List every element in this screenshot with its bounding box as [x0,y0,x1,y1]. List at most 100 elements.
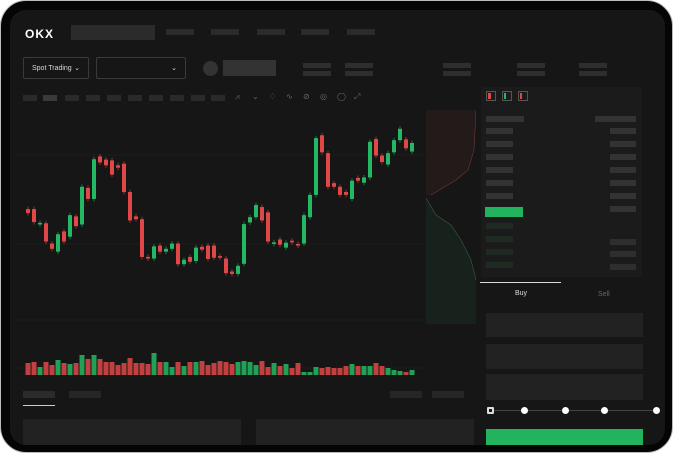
slider-step[interactable] [562,407,569,414]
candle [116,165,120,168]
market-type-dropdown[interactable]: Spot Trading ⌄ [23,57,89,79]
volume-bar [247,362,253,375]
volume-bar [349,364,355,375]
filter-button[interactable] [432,391,464,398]
buy-button[interactable] [486,429,643,445]
volume-bar [97,359,103,375]
timeframe-button[interactable] [128,95,142,101]
volume-bar [289,368,295,375]
ask-amount [610,206,636,212]
volume-bar [379,366,385,375]
price-input[interactable] [486,313,643,337]
nav-item[interactable] [257,29,285,35]
volume-bar [169,367,175,375]
bid-amount [610,264,636,270]
timeframe-button[interactable] [65,95,79,101]
ask-depth-line [430,110,476,196]
volume-bar [43,362,49,375]
indicator-icon[interactable]: ⌄ [252,92,259,101]
book-view-asks-icon[interactable] [518,91,528,101]
chevron-down-icon: ⌄ [74,65,80,72]
candlestick-chart[interactable] [16,110,426,376]
volume-bar [79,355,85,375]
slider-step[interactable] [521,407,528,414]
timeframe-button[interactable] [107,95,121,101]
drawing-icon[interactable]: ♢ [269,92,277,101]
timeframe-button[interactable] [86,95,100,101]
candle [368,141,372,178]
stat-label [579,63,607,68]
pair-dropdown[interactable]: ⌄ [96,57,186,79]
timeframe-button[interactable] [23,95,37,101]
volume-bar [187,362,193,375]
timeframe-button[interactable] [191,95,205,101]
slider-step[interactable] [601,407,608,414]
tab-underline [23,405,55,406]
bid-price [486,223,513,229]
settings-icon[interactable]: ◎ [320,92,327,101]
candle [146,256,150,259]
pair-price [223,60,276,76]
volume-bar [73,363,79,375]
candle [320,135,324,153]
volume-bar [31,362,37,375]
candle [296,243,300,246]
search-bar[interactable] [71,25,155,40]
nav-item[interactable] [166,29,194,35]
candle [176,243,180,265]
stat-value [579,71,607,76]
book-view-both-icon[interactable] [486,91,496,101]
nav-item[interactable] [347,29,375,35]
fullscreen-icon[interactable]: ⤢ [354,92,361,101]
tab-buy[interactable]: Buy [515,290,528,297]
volume-bar [373,363,379,375]
candle [56,234,60,252]
amount-slider[interactable] [487,407,660,414]
timeframe-button[interactable] [211,95,225,101]
timeframe-button[interactable] [149,95,163,101]
volume-bar [337,368,343,375]
candle [230,271,234,274]
timeframe-button[interactable] [43,95,57,101]
tab-open-orders[interactable] [23,391,55,398]
nav-item[interactable] [301,29,329,35]
volume-bar [241,361,247,375]
volume-bar [295,363,301,375]
stat-label [345,63,373,68]
timeframe-button[interactable] [170,95,184,101]
candle [350,180,354,199]
volume-bar [259,361,265,375]
ask-amount [610,167,636,173]
candle [338,186,342,195]
tab-order-history[interactable] [69,391,101,398]
slider-step[interactable] [653,407,660,414]
ask-amount [610,180,636,186]
total-input[interactable] [486,374,643,400]
volume-bar [133,363,139,375]
volume-bar [223,362,229,375]
filter-button[interactable] [390,391,422,398]
coin-icon [203,61,218,76]
candle [86,188,90,199]
slider-handle[interactable] [487,407,494,414]
nav-item[interactable] [211,29,239,35]
ask-amount [610,128,636,134]
volume-bar [37,367,43,375]
volume-bar [313,367,319,375]
pencil-icon[interactable]: ⊘ [303,92,310,101]
indicator-icon[interactable]: ⩘ [235,92,240,101]
volume-bar [157,362,163,375]
candle [98,156,102,163]
candle [26,209,30,214]
volume-bar [217,361,223,375]
screenshot-icon[interactable]: ◯ [337,92,346,101]
amount-input[interactable] [486,344,643,369]
book-header-amount [595,116,636,122]
book-view-bids-icon[interactable] [502,91,512,101]
candle [122,163,126,193]
volume-bar [283,364,289,375]
candle [398,128,402,141]
line-icon[interactable]: ∿ [286,92,293,101]
candle [206,245,210,259]
tab-sell[interactable]: Sell [598,291,610,298]
